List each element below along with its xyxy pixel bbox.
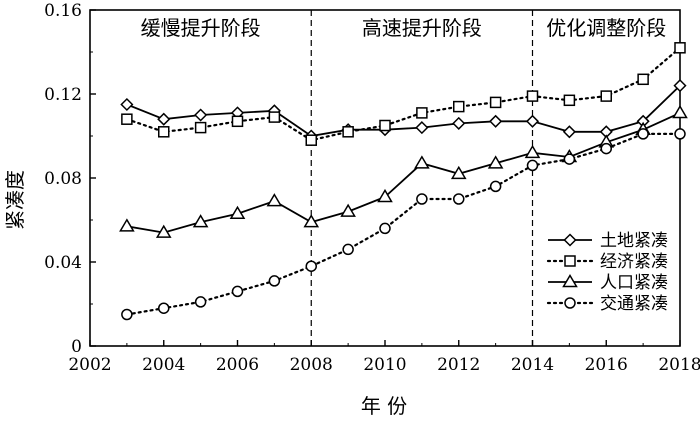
data-point-triangle xyxy=(450,165,467,180)
y-tick-label: 0.12 xyxy=(44,85,82,105)
legend-item: 人口紧凑 xyxy=(548,273,668,293)
data-point-diamond xyxy=(194,108,208,122)
data-point-square xyxy=(342,126,354,138)
series-line xyxy=(126,84,681,137)
phase-label: 高速提升阶段 xyxy=(362,16,482,40)
x-tick-label: 2008 xyxy=(290,355,333,375)
data-point-triangle xyxy=(377,188,393,203)
data-point-circle xyxy=(637,128,649,140)
legend-label: 交通紧凑 xyxy=(600,294,668,314)
phase-label: 优化调整阶段 xyxy=(546,16,666,40)
x-tick-label: 2018 xyxy=(658,355,700,375)
data-point-triangle xyxy=(229,205,246,219)
data-point-square xyxy=(305,134,317,146)
x-tick-label: 2014 xyxy=(511,355,554,375)
data-point-square xyxy=(416,107,428,119)
phase-label: 缓慢提升阶段 xyxy=(141,16,261,40)
data-point-triangle xyxy=(192,214,209,228)
series-square xyxy=(121,42,686,146)
data-point-triangle xyxy=(340,203,356,217)
data-point-square xyxy=(379,119,391,132)
data-point-square xyxy=(563,94,576,107)
data-point-square xyxy=(564,255,576,267)
data-point-square xyxy=(158,126,170,138)
data-point-square xyxy=(121,113,133,125)
data-point-diamond xyxy=(489,114,503,128)
data-point-square xyxy=(453,100,465,113)
data-point-triangle xyxy=(303,214,320,228)
legend-label: 经济紧凑 xyxy=(600,252,668,272)
legend-label: 土地紧凑 xyxy=(600,231,668,251)
data-point-square xyxy=(637,73,649,86)
data-point-square xyxy=(268,111,281,123)
y-tick-label: 0 xyxy=(71,337,82,357)
data-point-circle xyxy=(305,260,317,272)
y-tick-label: 0.16 xyxy=(44,1,82,21)
data-point-triangle xyxy=(562,274,578,288)
y-tick-label: 0.08 xyxy=(44,169,82,189)
data-point-triangle xyxy=(155,224,172,238)
data-point-circle xyxy=(268,275,281,287)
data-point-circle xyxy=(194,296,207,308)
data-point-diamond xyxy=(120,97,134,112)
y-tick-label: 0.04 xyxy=(44,253,82,273)
legend-item: 经济紧凑 xyxy=(546,252,668,272)
data-point-square xyxy=(600,90,612,102)
data-point-circle xyxy=(600,142,612,155)
x-tick-label: 2010 xyxy=(363,355,406,375)
data-point-diamond xyxy=(562,125,576,139)
legend-label: 人口紧凑 xyxy=(600,273,668,293)
data-point-diamond xyxy=(415,121,429,135)
axes-layer: 2002 2004 2006 2008 2010 2012 2014 2016 2018 0 0.0… xyxy=(44,1,700,375)
data-point-circle xyxy=(674,128,686,140)
x-tick-label: 2004 xyxy=(142,355,185,375)
data-point-square xyxy=(231,115,244,128)
data-point-triangle xyxy=(487,155,504,169)
x-tick-label: 2012 xyxy=(437,355,480,375)
data-point-circle xyxy=(563,153,576,165)
data-point-triangle xyxy=(524,144,541,159)
legend-item: 土地紧凑 xyxy=(548,231,668,251)
data-point-diamond xyxy=(157,112,171,126)
data-point-diamond xyxy=(563,233,577,247)
legend-item: 交通紧凑 xyxy=(546,294,668,314)
data-point-diamond xyxy=(673,79,687,93)
x-tick-label: 2006 xyxy=(216,355,259,375)
y-axis-title: 紧凑度 xyxy=(3,170,27,230)
data-point-circle xyxy=(526,159,539,172)
data-point-square xyxy=(674,42,686,54)
data-point-circle xyxy=(453,193,465,205)
data-point-circle xyxy=(416,193,428,205)
data-point-triangle xyxy=(414,155,430,169)
data-point-diamond xyxy=(452,116,466,130)
data-point-circle xyxy=(489,180,502,193)
data-point-circle xyxy=(158,302,170,314)
data-point-triangle xyxy=(672,104,688,119)
data-point-circle xyxy=(121,308,133,321)
data-point-triangle xyxy=(266,193,283,207)
data-point-square xyxy=(526,90,539,102)
x-tick-label: 2002 xyxy=(68,355,111,375)
data-point-triangle xyxy=(119,218,135,232)
data-point-circle xyxy=(564,297,576,309)
data-point-diamond xyxy=(525,114,540,128)
data-point-square xyxy=(194,121,207,134)
data-point-circle xyxy=(231,285,244,298)
data-point-square xyxy=(489,96,502,109)
data-point-circle xyxy=(379,222,391,235)
series-line xyxy=(126,112,681,234)
phase-layer: 缓慢提升阶段 高速提升阶段 优化调整阶段 xyxy=(141,10,666,346)
data-point-circle xyxy=(342,243,354,256)
series-line xyxy=(125,132,682,316)
series-circle xyxy=(121,128,686,321)
x-tick-label: 2016 xyxy=(585,355,628,375)
series-line xyxy=(125,46,682,142)
series-layer xyxy=(119,42,688,321)
plot-frame xyxy=(89,9,681,347)
x-axis-title: 年 份 xyxy=(361,394,407,418)
